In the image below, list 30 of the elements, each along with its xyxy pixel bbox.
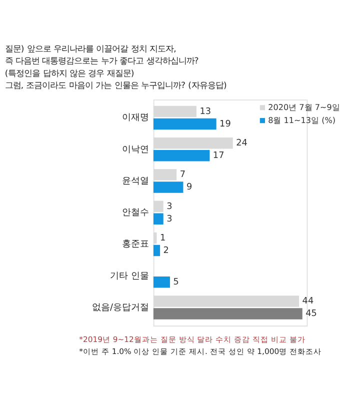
data-label: 45 <box>306 309 317 320</box>
bar <box>153 182 184 193</box>
chart-title: 질문) 앞으로 우리나라를 이끌어갈 정치 지도자, 즉 다음번 대통령감으로는 누가 좋다고 생각하십니까? (특정인을 답하지 않은 경우 재질문) 그럼, 조금이라도 마음이 가는 인물은 누구입니까? (자유응답) <box>4 44 227 90</box>
y-tick-label: 없음/응답거절 <box>92 302 149 313</box>
data-label: 24 <box>236 138 248 149</box>
data-label: 2 <box>163 246 169 256</box>
y-tick-label: 안철수 <box>122 208 149 218</box>
bar <box>153 118 216 130</box>
data-label: 17 <box>212 151 224 162</box>
legend-label: 2020년 7월 7~9일 <box>268 103 340 112</box>
data-label: 3 <box>166 214 172 224</box>
bar <box>153 308 302 320</box>
data-label: 3 <box>166 202 172 212</box>
data-label: 44 <box>302 296 314 307</box>
bar <box>153 150 210 162</box>
y-tick-label: 윤석열 <box>122 176 149 186</box>
data-label: 19 <box>220 119 232 130</box>
legend-label: 8월 11~13일 (%) <box>268 116 336 125</box>
bar <box>153 213 164 224</box>
data-label: 7 <box>180 170 186 180</box>
data-label: 5 <box>173 278 179 288</box>
y-tick-label: 홍준표 <box>122 240 149 250</box>
bar <box>153 276 170 288</box>
y-tick-label: 기타 인물 <box>110 271 149 282</box>
y-tick-label: 이낙연 <box>122 144 149 155</box>
data-label: 1 <box>160 233 166 244</box>
data-label: 13 <box>200 106 211 117</box>
data-label: 9 <box>186 182 192 193</box>
y-tick-label: 이재명 <box>122 113 149 124</box>
bar <box>153 244 160 256</box>
